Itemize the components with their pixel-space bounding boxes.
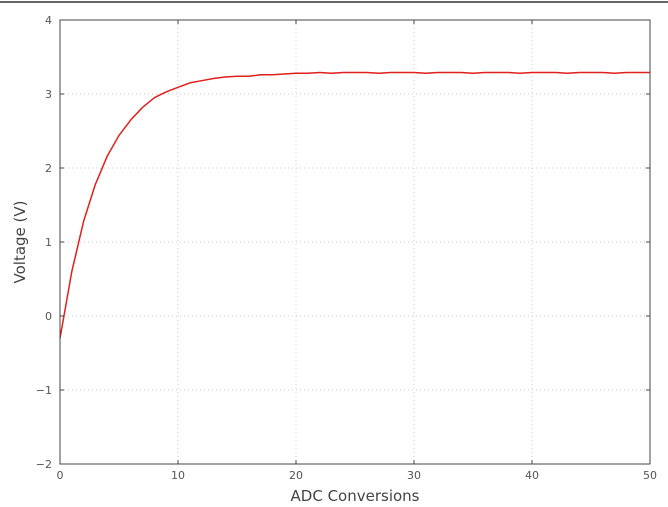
x-tick-label: 40 <box>525 469 539 482</box>
x-tick-label: 30 <box>407 469 421 482</box>
ticks: 0 10 20 30 40 50 −2 −1 0 1 2 3 4 <box>36 14 657 482</box>
series-line <box>59 71 650 339</box>
grid <box>60 20 650 464</box>
x-axis-label: ADC Conversions <box>291 487 420 505</box>
y-tick-label: 4 <box>45 14 52 27</box>
y-tick-label: 0 <box>45 310 52 323</box>
x-tick-label: 0 <box>57 469 64 482</box>
y-tick-label: 1 <box>45 236 52 249</box>
series-layer <box>59 71 650 339</box>
y-tick-label: 2 <box>45 162 52 175</box>
y-tick-label: −2 <box>36 458 52 471</box>
y-tick-label: −1 <box>36 384 52 397</box>
x-tick-label: 20 <box>289 469 303 482</box>
y-axis-label: Voltage (V) <box>11 201 29 284</box>
y-tick-label: 3 <box>45 88 52 101</box>
x-tick-label: 50 <box>643 469 657 482</box>
x-tick-label: 10 <box>171 469 185 482</box>
